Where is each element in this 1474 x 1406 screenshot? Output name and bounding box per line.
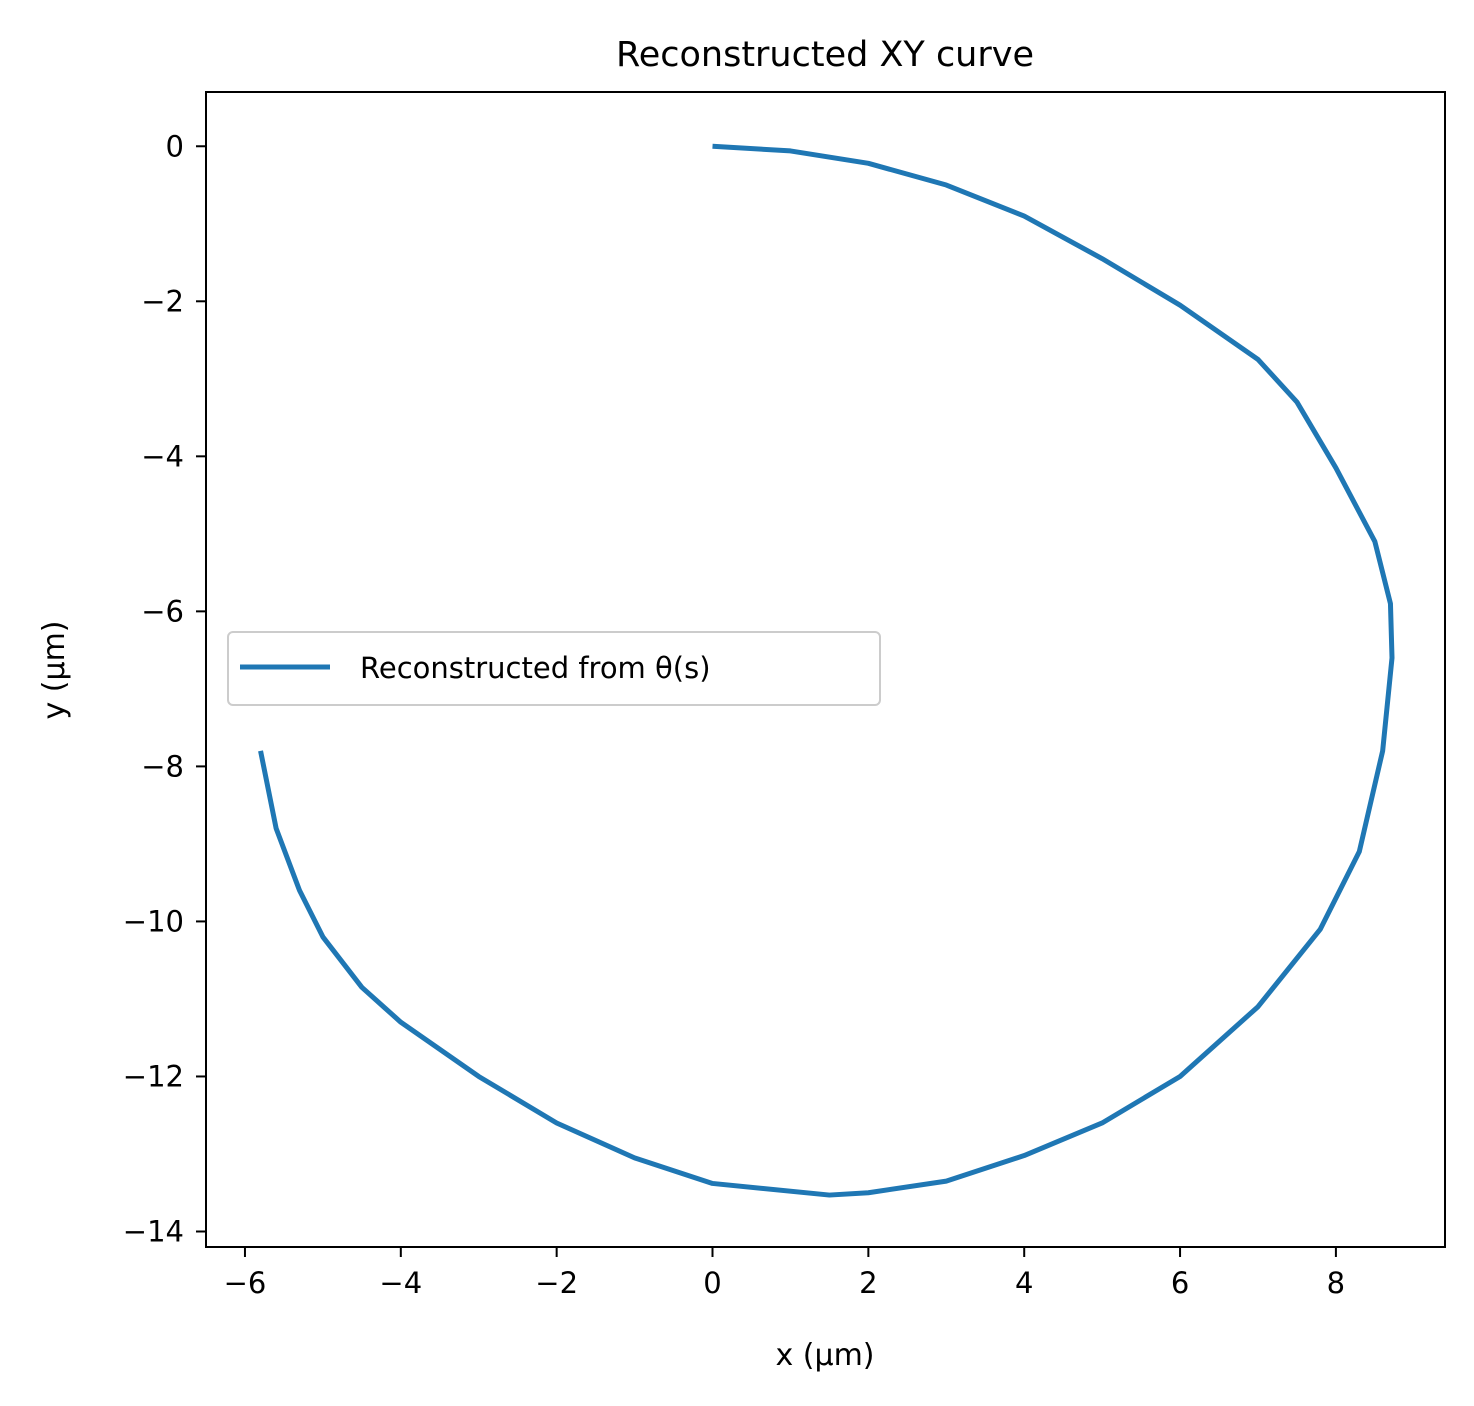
- x-tick-label: 0: [703, 1266, 721, 1300]
- x-axis: −6 −4 −2 0 2 4 6 8: [224, 1247, 1345, 1300]
- legend: Reconstructed from θ(s): [227, 631, 881, 706]
- y-axis: 0 −2 −4 −6 −8 −10 −12 −14: [123, 129, 206, 1248]
- y-tick-label: −2: [141, 284, 184, 318]
- x-tick-label: −2: [535, 1266, 578, 1300]
- chart-title: Reconstructed XY curve: [616, 35, 1034, 75]
- legend-box: [227, 631, 881, 706]
- y-tick-label: −14: [123, 1214, 184, 1248]
- series-line: [258, 143, 1395, 1198]
- legend-label: Reconstructed from θ(s): [360, 651, 711, 685]
- y-axis-label: y (µm): [37, 620, 72, 719]
- y-tick-label: −12: [123, 1059, 184, 1093]
- x-tick-label: 2: [859, 1266, 877, 1300]
- x-tick-label: 8: [1327, 1266, 1345, 1300]
- x-tick-label: −4: [379, 1266, 422, 1300]
- x-tick-label: 6: [1171, 1266, 1189, 1300]
- y-tick-label: −4: [141, 439, 184, 473]
- y-tick-label: −6: [141, 594, 184, 628]
- x-tick-label: 4: [1015, 1266, 1033, 1300]
- plot-frame: [205, 91, 1446, 1248]
- y-tick-label: −8: [141, 749, 184, 783]
- y-tick-label: −10: [123, 904, 184, 938]
- x-axis-label: x (µm): [775, 1338, 874, 1373]
- x-tick-label: −6: [224, 1266, 267, 1300]
- y-tick-label: 0: [166, 129, 184, 163]
